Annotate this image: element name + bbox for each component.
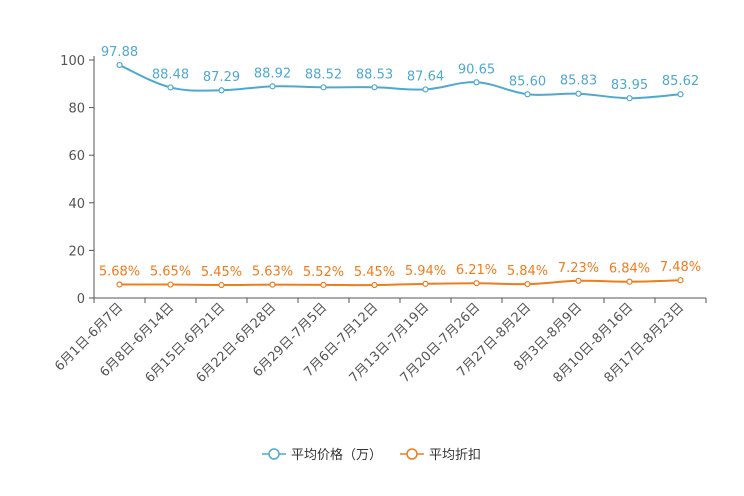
legend-marker <box>406 448 418 460</box>
legend-item-2: 平均折扣 <box>400 448 481 463</box>
data-point <box>218 87 225 94</box>
data-point <box>473 79 480 86</box>
series-1: 97.88 88.48 87.29 88.92 88.52 88.53 87.64 90.65… <box>101 45 699 102</box>
data-point <box>575 277 582 284</box>
data-point <box>320 84 327 91</box>
data-label: 88.53 <box>356 67 393 82</box>
data-label: 5.68% <box>99 264 140 279</box>
data-label: 87.64 <box>407 69 444 84</box>
data-label: 88.52 <box>305 67 342 82</box>
legend-marker <box>268 448 280 460</box>
data-point <box>422 280 429 287</box>
data-label: 6.84% <box>609 262 650 277</box>
data-point <box>524 281 531 288</box>
data-label: 97.88 <box>101 45 138 60</box>
data-label: 88.48 <box>152 67 189 82</box>
legend-item-1: 平均价格（万） <box>262 447 382 463</box>
data-label: 5.45% <box>201 265 242 280</box>
data-point <box>473 280 480 287</box>
data-point <box>218 281 225 289</box>
data-point <box>371 281 378 289</box>
data-label: 7.23% <box>558 261 599 276</box>
data-point <box>167 84 174 91</box>
series-line <box>119 279 681 287</box>
y-tick-label: 0 <box>77 292 85 307</box>
data-label: 5.84% <box>507 264 548 279</box>
y-tick-label: 60 <box>68 149 85 164</box>
data-label: 5.45% <box>354 265 395 280</box>
data-point <box>269 83 276 90</box>
legend: 平均价格（万） 平均折扣 <box>262 447 481 463</box>
data-point <box>167 281 174 288</box>
data-point <box>575 90 582 97</box>
data-label: 90.65 <box>458 62 495 77</box>
data-point <box>320 281 327 288</box>
y-tick-label: 40 <box>68 197 85 212</box>
data-point <box>626 278 633 285</box>
data-point <box>677 277 684 284</box>
chart-axes: 0204060801006月1日-6月7日6月8日-6月14日6月15日-6月2… <box>52 54 707 386</box>
series-layer: 97.88 88.48 87.29 88.92 88.52 88.53 87.64 90.65… <box>99 45 701 289</box>
data-label: 5.52% <box>303 265 344 280</box>
data-point <box>371 84 378 91</box>
y-tick-label: 100 <box>60 54 85 69</box>
y-tick-label: 20 <box>68 244 85 259</box>
series-2: 5.68% 5.65% 5.45% 5.63% 5.52% 5.45% 5.94% 6.21%… <box>99 260 701 289</box>
data-label: 6.21% <box>456 263 497 278</box>
data-point <box>269 281 276 288</box>
data-label: 85.83 <box>560 74 597 89</box>
data-label: 5.65% <box>150 265 191 280</box>
series-line <box>119 64 681 100</box>
y-tick-label: 80 <box>68 102 85 117</box>
data-point <box>626 95 633 102</box>
legend-label: 平均折扣 <box>429 448 481 463</box>
data-label: 87.29 <box>203 70 240 85</box>
data-point <box>116 281 123 288</box>
data-point <box>422 86 429 93</box>
data-label: 85.62 <box>662 74 699 89</box>
data-label: 83.95 <box>611 78 648 93</box>
data-label: 7.48% <box>660 260 701 275</box>
data-label: 5.94% <box>405 264 446 279</box>
data-label: 88.92 <box>254 66 291 81</box>
legend-label: 平均价格（万） <box>291 447 382 463</box>
data-label: 85.60 <box>509 74 546 89</box>
data-point <box>677 91 684 98</box>
data-point <box>524 91 531 98</box>
data-point <box>116 61 123 69</box>
data-label: 5.63% <box>252 265 293 280</box>
